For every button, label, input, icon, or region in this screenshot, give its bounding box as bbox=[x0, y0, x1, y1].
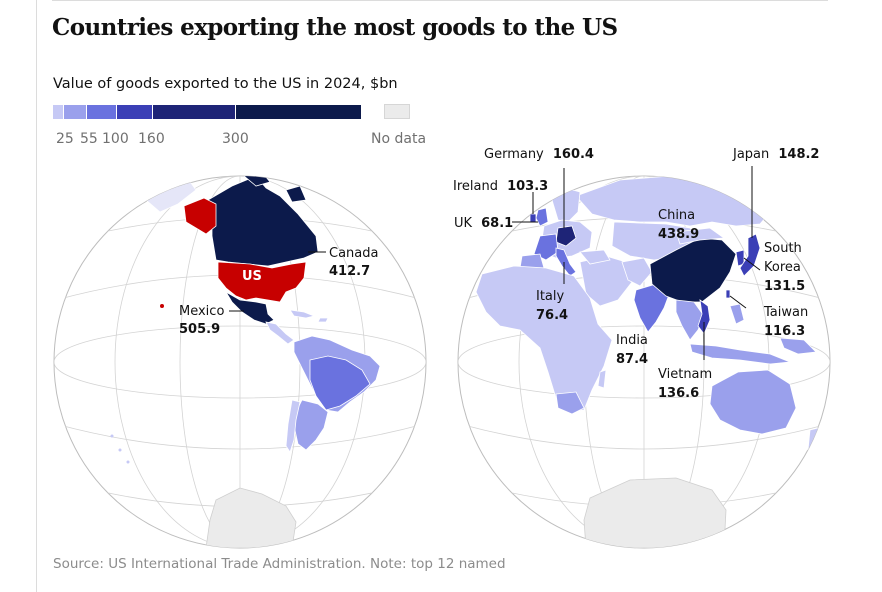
source-note: Source: US International Trade Administr… bbox=[53, 556, 506, 572]
legend-swatch-1 bbox=[64, 105, 87, 119]
turkey bbox=[579, 249, 611, 265]
legend-tick-160: 160 bbox=[138, 131, 165, 147]
antarctica-right bbox=[583, 477, 727, 548]
americas-landmasses bbox=[110, 176, 381, 548]
new-zealand bbox=[807, 427, 819, 451]
australia bbox=[709, 369, 797, 435]
madagascar bbox=[597, 369, 607, 389]
new-guinea bbox=[779, 337, 817, 355]
left-rule bbox=[36, 0, 37, 592]
caribbean bbox=[289, 309, 329, 323]
ireland-shape bbox=[529, 213, 537, 223]
france-shape bbox=[533, 233, 559, 261]
legend-tick-100: 100 bbox=[102, 131, 129, 147]
italy-name-label: Italy bbox=[536, 289, 565, 304]
south-africa bbox=[555, 391, 585, 415]
uk-name-label: UK bbox=[454, 216, 473, 231]
alaska-shape bbox=[183, 197, 217, 235]
vietnam-name-label: Vietnam bbox=[658, 367, 712, 382]
vietnam-value-label: 136.6 bbox=[658, 386, 699, 401]
americas-globe: US Canada 412.7 Mexico 505.9 bbox=[53, 175, 427, 549]
legend-tick-25: 25 bbox=[56, 131, 74, 147]
japan-label-group: Japan 148.2 bbox=[732, 143, 819, 162]
pacific-island-1 bbox=[110, 434, 114, 438]
pacific-island-3 bbox=[126, 460, 130, 464]
mexico-shape bbox=[224, 290, 275, 325]
ireland-label-group: Ireland 103.3 bbox=[453, 175, 548, 194]
legend-color-scale bbox=[53, 105, 361, 119]
chile bbox=[285, 399, 301, 453]
us-label: US bbox=[242, 269, 262, 284]
africa bbox=[475, 265, 613, 413]
hawaii bbox=[160, 304, 164, 308]
japan-name-label: Japan bbox=[732, 147, 769, 162]
taiwan-leader-line bbox=[729, 295, 747, 309]
south-america-south bbox=[309, 355, 371, 411]
italy-shape bbox=[555, 247, 577, 277]
legend-subtitle: Value of goods exported to the US in 202… bbox=[53, 76, 398, 92]
uk-label-group: UK 68.1 bbox=[454, 212, 513, 231]
legend-no-data-label: No data bbox=[371, 131, 427, 147]
top-rule bbox=[52, 0, 828, 1]
eastern-landmasses bbox=[475, 176, 819, 548]
mongolia bbox=[675, 227, 726, 245]
germany-value-label: 160.4 bbox=[553, 147, 594, 162]
legend-tick-300: 300 bbox=[222, 131, 249, 147]
pacific-island-2 bbox=[118, 448, 122, 452]
south-korea-value-label: 131.5 bbox=[764, 279, 805, 294]
chart-title: Countries exporting the most goods to th… bbox=[52, 14, 618, 41]
antarctica-left bbox=[205, 487, 297, 548]
southeast-asia bbox=[675, 299, 705, 341]
us-shape bbox=[217, 261, 307, 303]
legend-swatch-0 bbox=[53, 105, 64, 119]
mexico-name-label: Mexico bbox=[179, 304, 224, 319]
taiwan-name-label: Taiwan bbox=[763, 305, 808, 320]
india-value-label: 87.4 bbox=[616, 352, 648, 367]
south-korea-name-line1: South bbox=[764, 241, 802, 256]
eastern-hemisphere-globe: Germany 160.4 Ireland 103.3 UK 68.1 Ital… bbox=[453, 143, 831, 549]
legend-swatch-5 bbox=[236, 105, 361, 119]
canada-islands bbox=[243, 176, 307, 203]
india-name-label: India bbox=[616, 333, 648, 348]
legend-tick-55: 55 bbox=[80, 131, 98, 147]
south-west-asia bbox=[621, 257, 653, 287]
indonesia bbox=[689, 343, 791, 365]
japan-shape bbox=[739, 233, 761, 277]
italy-value-label: 76.4 bbox=[536, 308, 568, 323]
mexico-value-label: 505.9 bbox=[179, 322, 220, 337]
canada-value-label: 412.7 bbox=[329, 264, 370, 279]
legend-swatch-3 bbox=[117, 105, 153, 119]
legend-swatch-4 bbox=[153, 105, 236, 119]
ireland-value-label: 103.3 bbox=[507, 179, 548, 194]
china-name-label: China bbox=[658, 208, 695, 223]
south-korea-name-line2: Korea bbox=[764, 260, 801, 275]
legend-no-data-swatch bbox=[384, 104, 410, 119]
legend-swatch-2 bbox=[87, 105, 117, 119]
germany-name-label: Germany bbox=[484, 147, 544, 162]
ireland-name-label: Ireland bbox=[453, 179, 498, 194]
uk-value-label: 68.1 bbox=[481, 216, 513, 231]
south-korea-leader-line bbox=[743, 257, 761, 271]
canada-name-label: Canada bbox=[329, 246, 378, 261]
germany-label-group: Germany 160.4 bbox=[484, 143, 594, 162]
china-value-label: 438.9 bbox=[658, 227, 699, 242]
taiwan-shape bbox=[725, 289, 731, 299]
taiwan-value-label: 116.3 bbox=[764, 324, 805, 339]
central-america bbox=[265, 321, 295, 345]
philippines bbox=[729, 303, 745, 325]
japan-value-label: 148.2 bbox=[778, 147, 819, 162]
